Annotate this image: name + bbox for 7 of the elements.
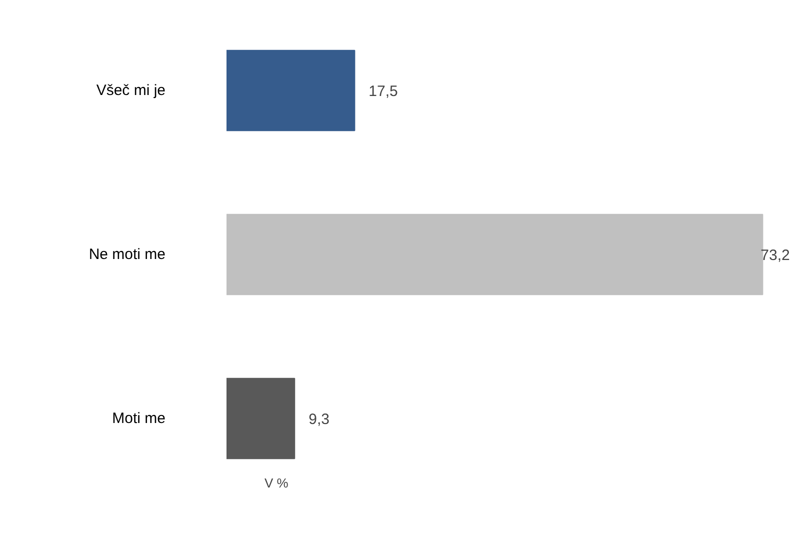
data-label: 17,5 xyxy=(368,83,398,100)
data-label: 73,2 xyxy=(760,247,790,264)
y-tick-label: Ne moti me xyxy=(88,246,166,263)
annotation: V % xyxy=(264,476,289,490)
y-tick-label: Všeč mi je xyxy=(96,82,166,99)
y-tick-label: Moti me xyxy=(112,410,166,427)
data-label: 9,3 xyxy=(308,411,330,428)
